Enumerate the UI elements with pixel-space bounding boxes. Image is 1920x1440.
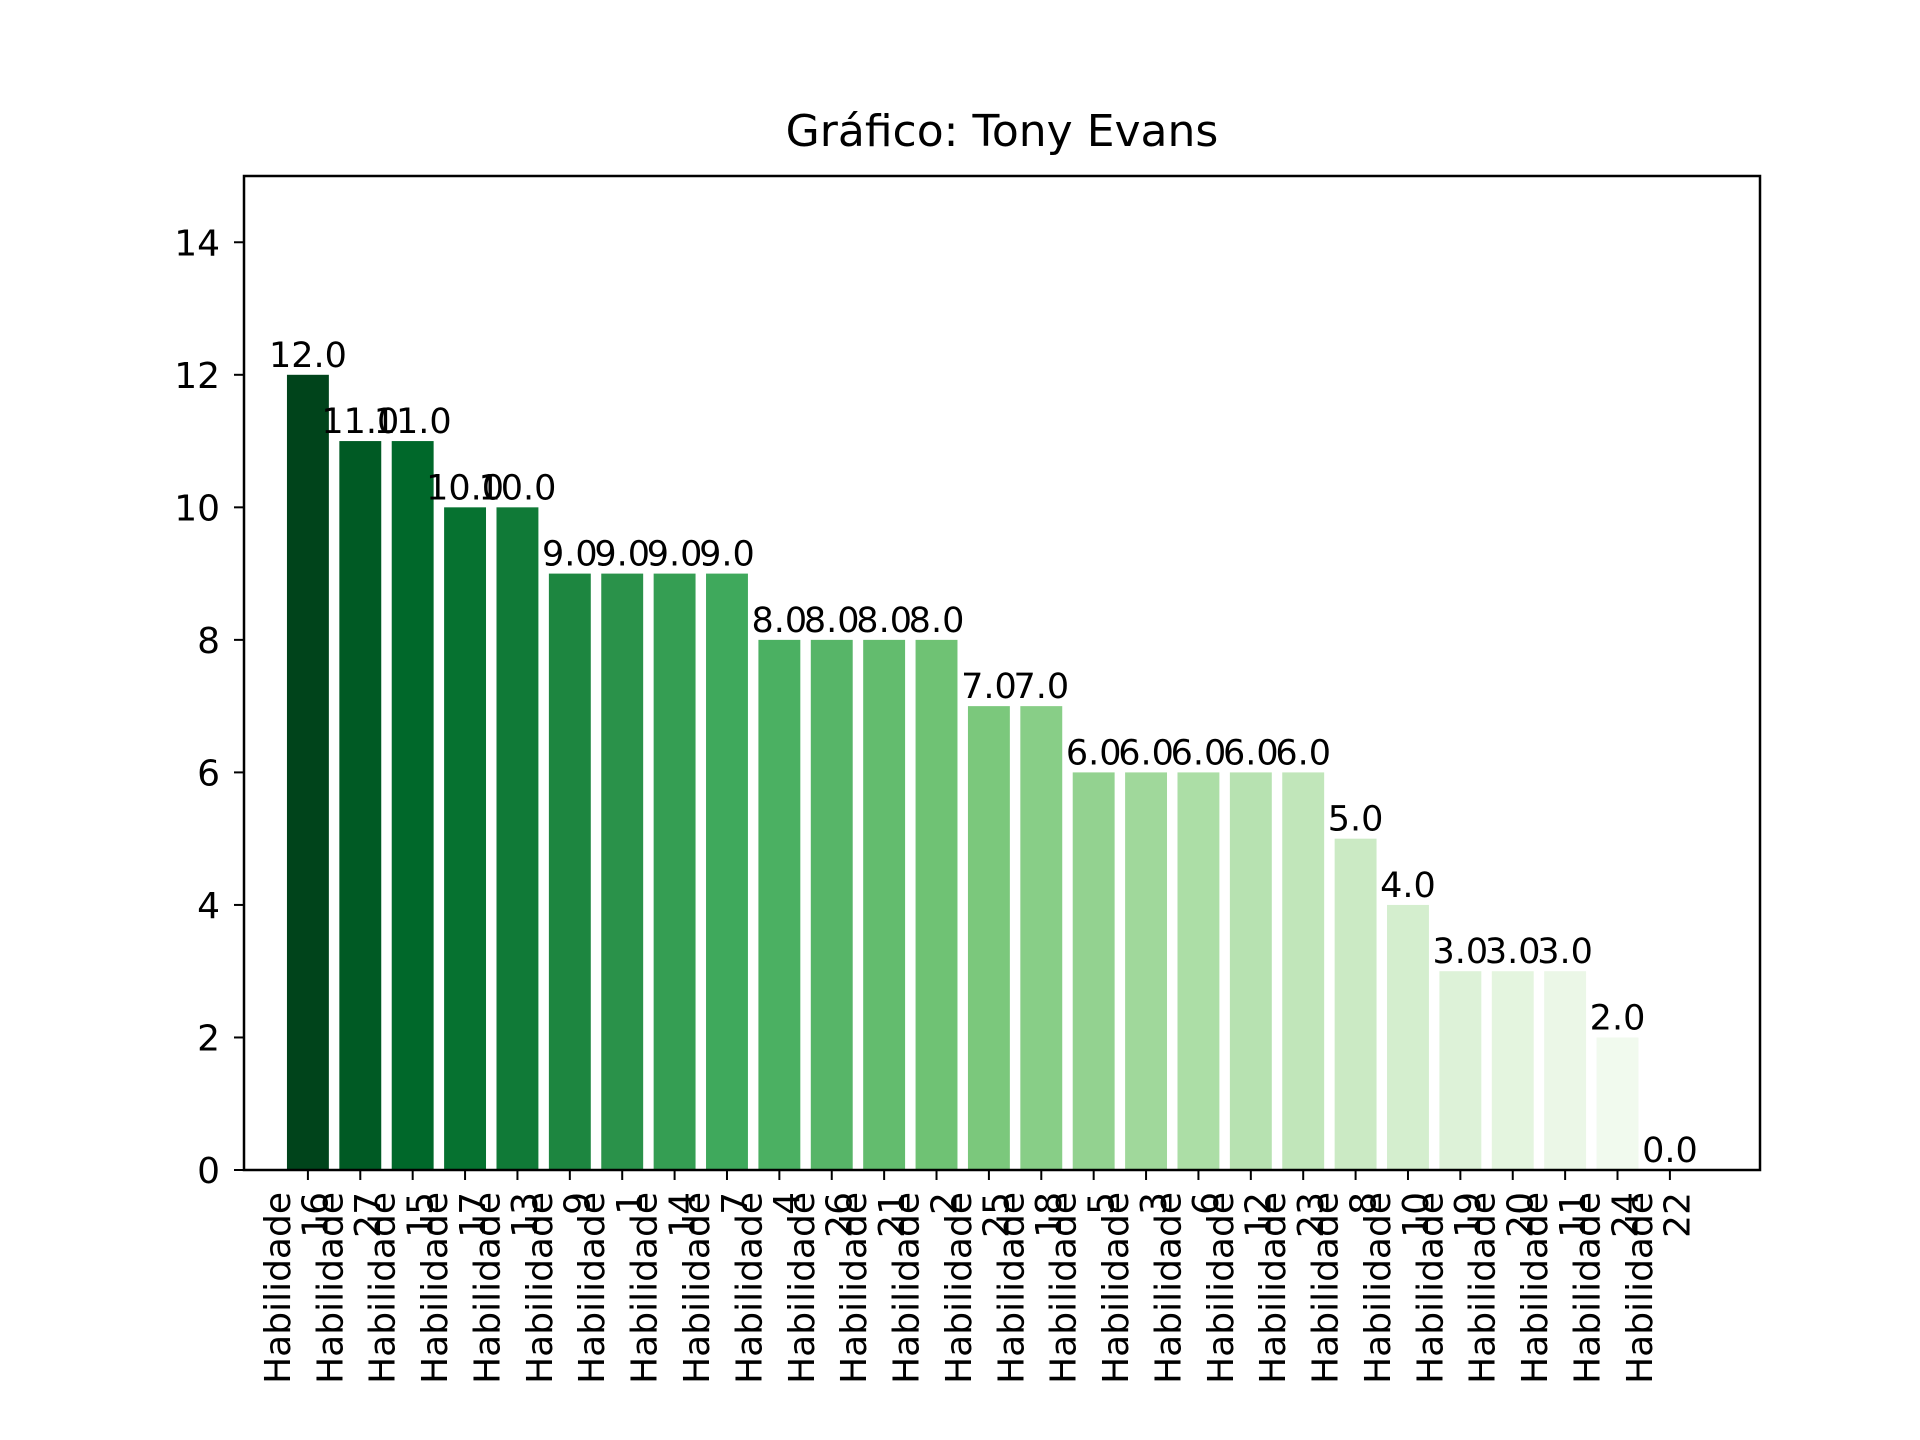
bar [601,573,644,1170]
x-tick-label: Habilidade15 [363,1192,442,1384]
bar [810,639,853,1170]
x-tick-label: Habilidade22 [1620,1192,1699,1384]
bar [758,639,801,1170]
x-tick-label: Habilidade17 [415,1192,494,1384]
data-label: 10.0 [426,468,504,508]
data-label: 3.0 [1433,932,1489,972]
data-label: 3.0 [1485,932,1541,972]
chart-title: Gráfico: Tony Evans [786,106,1219,157]
bar [339,441,382,1171]
bar [286,374,329,1170]
data-label: 7.0 [1013,667,1069,707]
x-tick-label: Habilidade1 [572,1192,651,1384]
y-tick-label: 8 [197,621,220,662]
bar [1125,772,1168,1170]
x-tick-label: Habilidade9 [520,1192,599,1384]
bar [1387,904,1429,1170]
data-label: 11.0 [321,402,399,442]
data-label: 3.0 [1537,932,1593,972]
bar [1334,838,1377,1170]
x-tick-label: Habilidade4 [729,1192,808,1384]
x-tick-label: Habilidade16 [258,1192,337,1384]
data-label: 11.0 [374,402,452,442]
x-tick-label: Habilidade10 [1358,1192,1437,1384]
data-label: 5.0 [1328,800,1384,840]
x-tick-label: Habilidade26 [782,1192,861,1384]
bar [1020,706,1063,1170]
y-tick-label: 12 [174,356,220,397]
x-tick-label: Habilidade12 [1201,1192,1280,1384]
x-tick-label: Habilidade5 [1044,1192,1123,1384]
x-tick-label: Habilidade8 [1306,1192,1385,1384]
data-label: 9.0 [699,535,755,575]
data-label: 7.0 [961,667,1017,707]
data-label: 8.0 [804,601,860,641]
bar [1177,772,1220,1170]
plot-frame [242,174,1762,1172]
x-tick-label: Habilidade7 [677,1192,756,1384]
data-label: 6.0 [1118,733,1174,773]
data-label: 6.0 [1275,733,1331,773]
x-tick-label: Habilidade21 [834,1192,913,1384]
x-tick-label: Habilidade19 [1410,1192,1489,1384]
x-tick-label: Habilidade2 [887,1192,966,1384]
data-label: 9.0 [594,535,650,575]
bar [1072,772,1115,1170]
x-tick-label: Habilidade13 [467,1192,546,1384]
data-label: 4.0 [1380,866,1436,906]
data-label: 2.0 [1590,998,1646,1038]
bar [915,639,958,1170]
data-label: 8.0 [752,601,808,641]
data-labels-layer: 12.011.011.010.010.09.09.09.09.08.08.08.… [269,336,1698,1171]
bar [444,507,487,1170]
bar [653,573,696,1170]
bar [1491,971,1534,1170]
bar [863,639,906,1170]
data-label: 9.0 [542,535,598,575]
x-axis: Habilidade16Habilidade27Habilidade15Habi… [258,1170,1699,1384]
data-label: 6.0 [1171,733,1227,773]
bar [496,507,539,1170]
bar [391,441,434,1171]
data-label: 6.0 [1223,733,1279,773]
x-tick-label: Habilidade11 [1515,1192,1594,1384]
x-tick-label: Habilidade27 [310,1192,389,1384]
data-label: 10.0 [478,468,556,508]
bar [967,706,1010,1170]
data-label: 12.0 [269,336,347,376]
bar [706,573,748,1170]
x-tick-label: Habilidade23 [1253,1192,1332,1384]
x-tick-label: Habilidade20 [1463,1192,1542,1384]
bars-layer [286,374,1639,1171]
x-tick-label: Habilidade18 [991,1192,1070,1384]
y-tick-label: 10 [174,488,220,529]
data-label: 8.0 [909,601,965,641]
x-tick-label: Habilidade3 [1096,1192,1175,1384]
y-tick-label: 0 [197,1151,220,1192]
bar [1229,772,1272,1170]
y-tick-label: 14 [174,223,220,264]
bar [1439,971,1482,1170]
data-label: 8.0 [856,601,912,641]
bar [548,573,591,1170]
bar [1282,772,1325,1170]
x-tick-label: Habilidade14 [625,1192,704,1384]
y-tick-label: 6 [197,753,220,794]
bar [1596,1037,1639,1170]
data-label: 6.0 [1066,733,1122,773]
bar [1544,971,1587,1170]
data-label: 9.0 [647,535,703,575]
x-tick-label: Habilidade25 [939,1192,1018,1384]
y-tick-label: 2 [197,1018,220,1059]
data-label: 0.0 [1642,1131,1698,1171]
y-axis: 0 2 4 6 8 10 12 14 [174,223,244,1192]
x-tick-label: Habilidade24 [1568,1192,1647,1384]
x-tick-label: Habilidade6 [1148,1192,1227,1384]
y-tick-label: 4 [197,886,220,927]
